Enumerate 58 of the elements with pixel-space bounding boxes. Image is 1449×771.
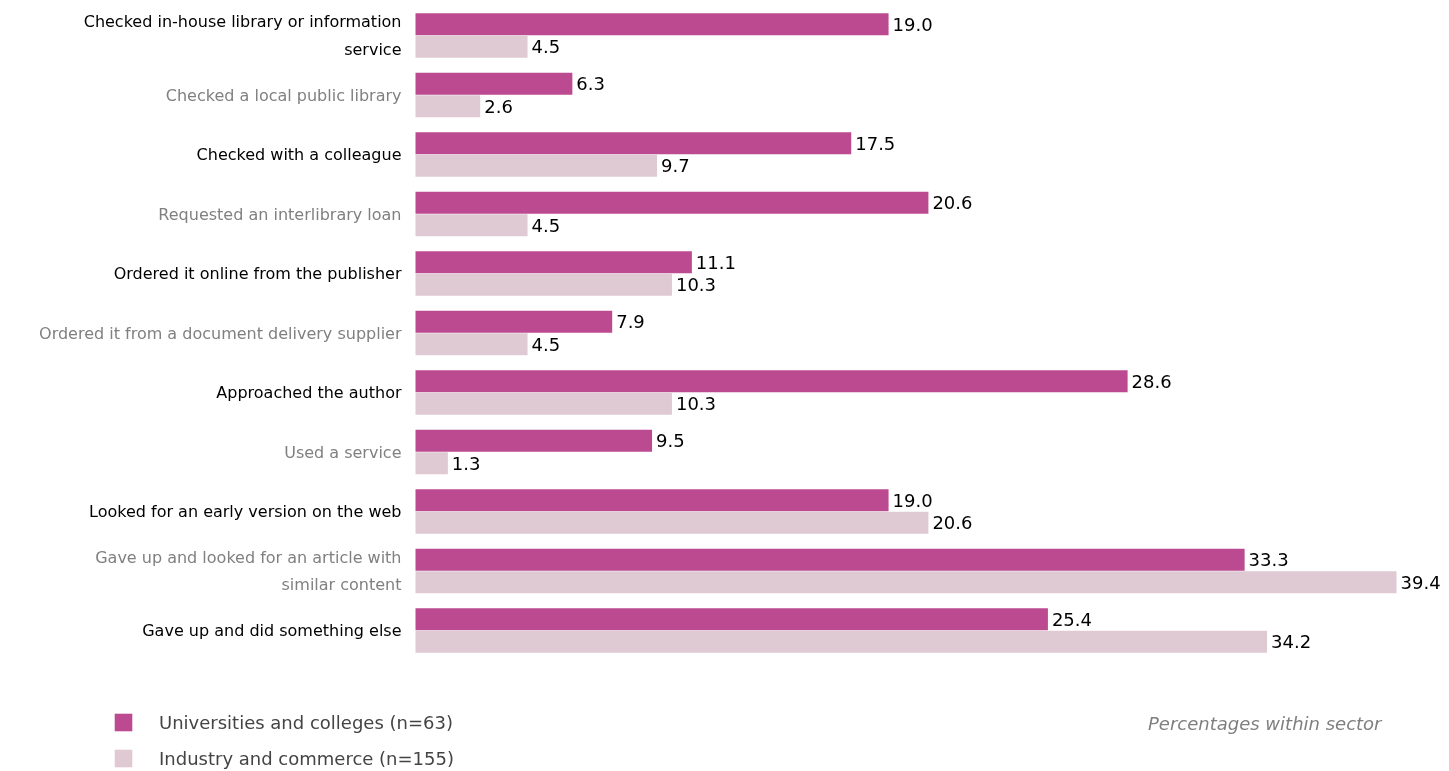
bar <box>415 214 528 237</box>
bar <box>415 95 481 118</box>
bar <box>415 72 573 95</box>
data-label: 25.4 <box>1051 608 1092 630</box>
bar <box>415 452 448 475</box>
data-label: 2.6 <box>484 95 513 117</box>
bar <box>415 333 528 356</box>
data-label: 7.9 <box>616 311 645 333</box>
y-tick-label: Checked with a colleague <box>196 145 402 164</box>
data-label: 11.1 <box>695 251 736 273</box>
data-label: 9.5 <box>656 430 685 452</box>
data-label: 20.6 <box>932 192 973 214</box>
y-tick-label: Ordered it from a document delivery supplier <box>39 323 402 343</box>
bar <box>415 548 1245 571</box>
bar <box>415 154 658 177</box>
bar <box>415 13 889 36</box>
bar <box>415 511 929 534</box>
bar <box>415 251 692 274</box>
data-label: 39.4 <box>1400 571 1441 593</box>
data-label: 33.3 <box>1248 549 1289 571</box>
text: Percentages within sector <box>1147 712 1384 734</box>
legend-label: Industry and commerce (n=155) <box>159 747 454 769</box>
data-label: 4.5 <box>531 333 561 355</box>
y-tick-label: Gave up and looked for an article with similar content <box>95 547 402 595</box>
data-label: 10.3 <box>675 274 717 296</box>
bar <box>415 310 613 333</box>
y-tick-label: Checked a local public library <box>165 85 402 105</box>
y-tick-label: Gave up and did something else <box>142 621 402 640</box>
bar <box>415 191 929 214</box>
bar <box>415 35 528 58</box>
data-label: 19.0 <box>892 489 933 511</box>
y-tick-label: Looked for an early version on the web <box>89 502 402 521</box>
y-tick-label: Ordered it online from the publisher <box>113 264 402 283</box>
data-label: 6.3 <box>576 73 605 95</box>
bar <box>415 370 1128 393</box>
bar <box>415 630 1268 653</box>
bar <box>415 392 672 415</box>
y-tick-label: Checked in-house library or information service <box>83 12 402 59</box>
bar <box>415 273 672 296</box>
data-label: 28.6 <box>1131 370 1172 392</box>
data-label: 19.0 <box>892 13 933 35</box>
data-label: 1.3 <box>451 452 481 474</box>
data-label: 34.2 <box>1271 631 1312 653</box>
y-tick-label: Used a service <box>284 442 402 462</box>
legend-label: Universities and colleges (n=63) <box>159 711 453 733</box>
y-tick-label: Requested an interlibrary loan <box>158 204 402 224</box>
data-label: 20.6 <box>932 512 973 534</box>
data-label: 4.5 <box>531 214 561 236</box>
bar <box>415 132 852 155</box>
bar <box>415 489 889 512</box>
y-tick-label: Approached the author <box>216 383 402 402</box>
data-label: 17.5 <box>855 132 896 154</box>
data-label: 9.7 <box>661 155 690 177</box>
bar <box>415 571 1397 594</box>
data-label: 4.5 <box>531 36 561 58</box>
bar <box>415 429 653 452</box>
data-label: 10.3 <box>675 393 717 415</box>
bar <box>415 608 1048 631</box>
